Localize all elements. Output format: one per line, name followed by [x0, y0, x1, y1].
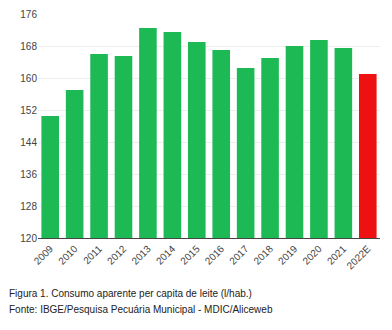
svg-text:2013: 2013 [129, 243, 153, 267]
svg-text:2017: 2017 [227, 243, 251, 267]
svg-text:2019: 2019 [276, 243, 300, 267]
svg-text:Fonte: IBGE/Pesquisa Pecuária: Fonte: IBGE/Pesquisa Pecuária Municipal … [9, 304, 273, 315]
svg-text:2015: 2015 [178, 243, 202, 267]
svg-text:136: 136 [20, 169, 37, 180]
svg-text:176: 176 [20, 9, 37, 20]
svg-text:2009: 2009 [32, 243, 56, 267]
svg-text:168: 168 [20, 41, 37, 52]
svg-text:2020: 2020 [300, 243, 324, 267]
svg-text:128: 128 [20, 201, 37, 212]
svg-text:Figura 1. Consumo aparente per: Figura 1. Consumo aparente per capita de… [9, 288, 252, 299]
svg-text:2018: 2018 [252, 243, 276, 267]
svg-text:144: 144 [20, 137, 37, 148]
svg-text:2016: 2016 [203, 243, 227, 267]
svg-text:2010: 2010 [56, 243, 80, 267]
svg-text:2022E: 2022E [345, 243, 373, 271]
svg-text:2011: 2011 [81, 243, 104, 266]
svg-text:2012: 2012 [105, 243, 129, 267]
svg-text:120: 120 [20, 233, 37, 244]
svg-text:152: 152 [20, 105, 37, 116]
svg-text:2014: 2014 [154, 243, 178, 267]
svg-text:160: 160 [20, 73, 37, 84]
svg-text:2021: 2021 [325, 243, 349, 267]
